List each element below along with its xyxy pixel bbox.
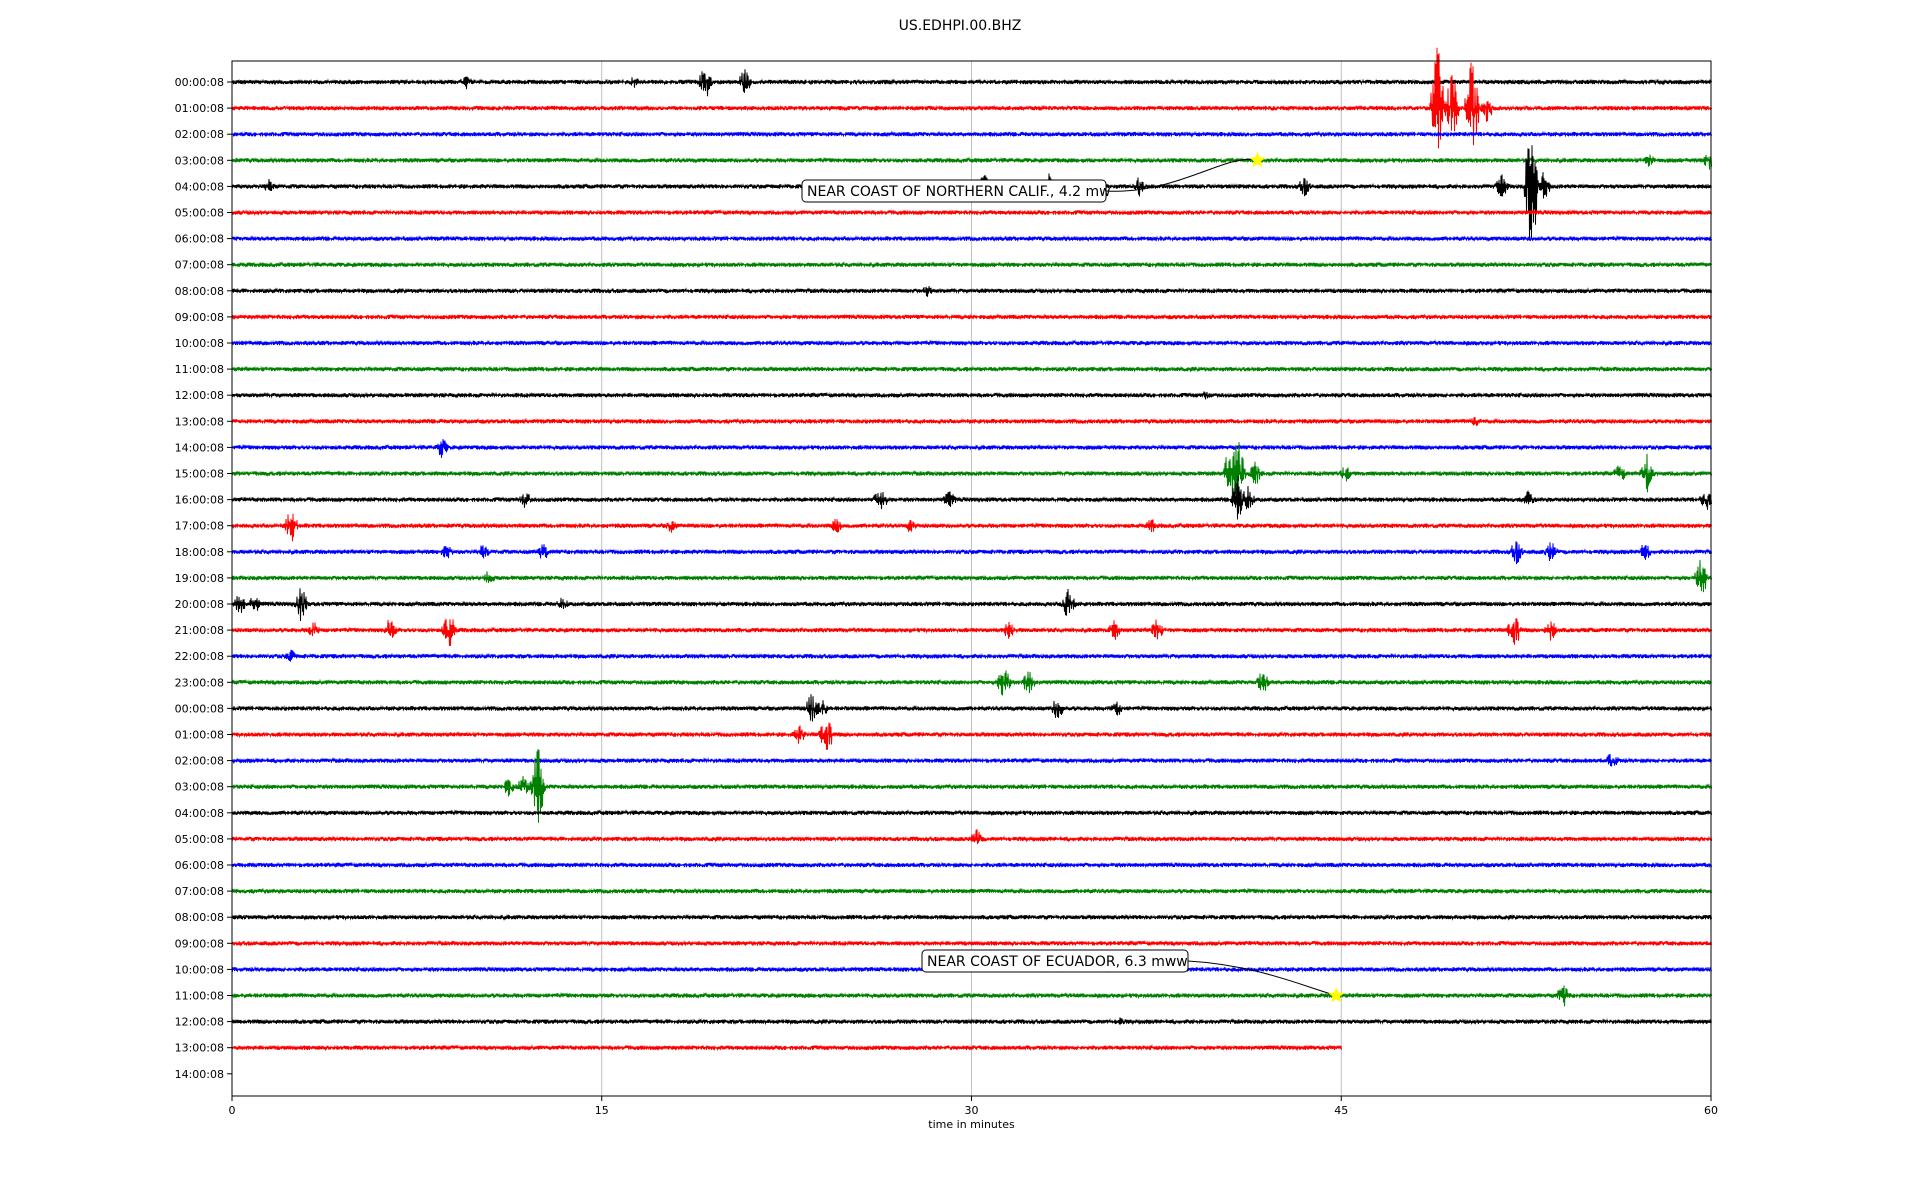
seismic-traces [231, 47, 1712, 1052]
chart-title: US.EDHPI.00.BHZ [898, 18, 1022, 34]
y-tick-label: 06:00:08 [175, 233, 224, 246]
y-tick-labels: 00:00:08 01:00:08 02:00:08 03:00:08 04:00:08… [175, 76, 232, 1081]
x-tick-label: 45 [1334, 1104, 1348, 1117]
y-tick-label: 07:00:08 [175, 885, 224, 898]
trace-row-17 [231, 513, 1712, 542]
trace-row-36 [231, 1017, 1712, 1026]
trace-row-3 [231, 154, 1712, 170]
trace-row-9 [231, 313, 1712, 321]
y-tick-label: 13:00:08 [175, 415, 224, 428]
annotation-box [921, 949, 1189, 973]
trace-row-37 [231, 1043, 1342, 1052]
y-tick-label: 03:00:08 [175, 781, 224, 794]
y-tick-label: 10:00:08 [175, 337, 224, 350]
y-tick-label: 06:00:08 [175, 859, 224, 872]
trace-row-33 [231, 939, 1712, 947]
x-tick-labels: 0 15 30 45 60 [229, 1096, 1718, 1117]
trace-row-18 [231, 541, 1712, 565]
y-tick-label: 00:00:08 [175, 702, 224, 715]
y-tick-label: 08:00:08 [175, 911, 224, 924]
trace-row-8 [231, 286, 1712, 297]
event-annotation-0: NEAR COAST OF NORTHERN CALIF., 4.2 mw [801, 151, 1266, 203]
event-annotation-1: NEAR COAST OF ECUADOR, 6.3 mww [921, 949, 1345, 1003]
y-tick-label: 13:00:08 [175, 1042, 224, 1055]
trace-row-28 [231, 809, 1712, 817]
trace-row-14 [231, 438, 1712, 458]
y-tick-label: 08:00:08 [175, 285, 224, 298]
x-tick-label: 15 [595, 1104, 609, 1117]
trace-row-19 [231, 559, 1712, 593]
y-tick-label: 09:00:08 [175, 937, 224, 950]
y-tick-label: 05:00:08 [175, 833, 224, 846]
trace-row-20 [231, 588, 1712, 622]
y-tick-label: 00:00:08 [175, 76, 224, 89]
y-tick-label: 02:00:08 [175, 128, 224, 141]
trace-row-32 [231, 913, 1712, 921]
trace-row-2 [231, 130, 1712, 138]
annotation-arrow [1187, 960, 1337, 996]
y-tick-label: 10:00:08 [175, 963, 224, 976]
y-tick-label: 03:00:08 [175, 154, 224, 167]
event-star-icon [1249, 151, 1266, 168]
trace-row-24 [231, 694, 1712, 722]
x-tick-label: 0 [229, 1104, 236, 1117]
trace-row-23 [231, 670, 1712, 696]
y-tick-label: 15:00:08 [175, 468, 224, 481]
y-tick-label: 17:00:08 [175, 520, 224, 533]
trace-row-26 [231, 753, 1712, 767]
trace-row-7 [231, 260, 1712, 269]
y-tick-label: 11:00:08 [175, 363, 224, 376]
x-axis-label: time in minutes [928, 1118, 1015, 1131]
y-tick-label: 09:00:08 [175, 311, 224, 324]
trace-row-10 [231, 339, 1712, 347]
trace-row-30 [231, 861, 1712, 869]
y-tick-label: 14:00:08 [175, 441, 224, 454]
y-tick-label: 04:00:08 [175, 807, 224, 820]
y-tick-label: 04:00:08 [175, 180, 224, 193]
y-tick-label: 01:00:08 [175, 102, 224, 115]
y-tick-label: 21:00:08 [175, 624, 224, 637]
event-label: NEAR COAST OF ECUADOR, 6.3 mww [927, 954, 1188, 970]
y-tick-label: 07:00:08 [175, 259, 224, 272]
trace-row-15 [231, 442, 1712, 505]
annotation-arrow [1105, 158, 1258, 192]
y-tick-label: 14:00:08 [175, 1068, 224, 1081]
y-tick-label: 02:00:08 [175, 755, 224, 768]
y-tick-label: 16:00:08 [175, 494, 224, 507]
y-tick-label: 05:00:08 [175, 207, 224, 220]
trace-row-11 [231, 365, 1712, 373]
trace-row-25 [231, 722, 1712, 750]
annotation-box [801, 179, 1107, 203]
x-tick-label: 30 [965, 1104, 979, 1117]
y-tick-label: 19:00:08 [175, 572, 224, 585]
y-tick-label: 20:00:08 [175, 598, 224, 611]
trace-row-21 [231, 618, 1712, 647]
trace-row-27 [231, 748, 1712, 823]
trace-row-1 [231, 47, 1712, 149]
trace-row-0 [231, 69, 1712, 97]
trace-row-31 [231, 887, 1712, 895]
event-star-icon [1328, 986, 1345, 1003]
y-tick-label: 12:00:08 [175, 1016, 224, 1029]
trace-row-12 [231, 391, 1712, 400]
trace-row-13 [231, 417, 1712, 426]
trace-row-35 [231, 985, 1712, 1007]
y-tick-label: 23:00:08 [175, 676, 224, 689]
y-tick-label: 22:00:08 [175, 650, 224, 663]
trace-row-16 [231, 475, 1712, 520]
trace-row-29 [231, 829, 1712, 845]
y-tick-label: 12:00:08 [175, 389, 224, 402]
trace-row-6 [231, 234, 1712, 243]
trace-row-22 [231, 649, 1712, 662]
event-label: NEAR COAST OF NORTHERN CALIF., 4.2 mw [807, 184, 1111, 200]
y-tick-label: 11:00:08 [175, 990, 224, 1003]
event-markers: NEAR COAST OF NORTHERN CALIF., 4.2 mw NEA… [801, 151, 1345, 1003]
y-tick-label: 18:00:08 [175, 546, 224, 559]
x-tick-label: 60 [1704, 1104, 1718, 1117]
trace-row-5 [231, 208, 1712, 217]
y-tick-label: 01:00:08 [175, 729, 224, 742]
